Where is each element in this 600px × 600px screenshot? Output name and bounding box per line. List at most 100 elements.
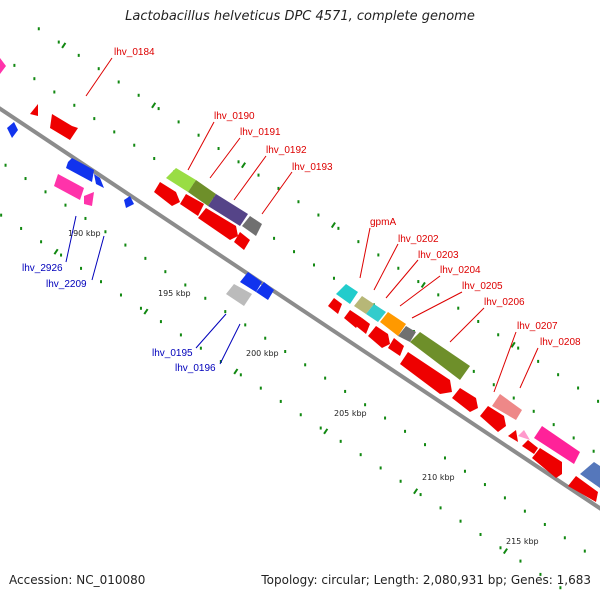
guide-dot (297, 200, 300, 204)
feature-group-forward (166, 168, 600, 488)
guide-dot (359, 453, 362, 457)
guide-dot (139, 306, 142, 310)
cds-arrow-12[interactable] (480, 406, 506, 432)
major-tick (151, 102, 157, 109)
cds-arrow-4[interactable] (234, 232, 250, 250)
guide-dot (259, 386, 262, 390)
gene-label-lhv-0191[interactable]: lhv_0191 (240, 127, 281, 138)
feature-pink-2926[interactable] (54, 174, 84, 200)
feature-lhv-0205-block[interactable] (398, 326, 416, 342)
feature-blue-cluster-1[interactable] (66, 158, 94, 182)
cds-arrow-8[interactable] (368, 326, 390, 348)
guide-dot (119, 293, 122, 297)
guide-dot (572, 436, 575, 440)
gene-label-lhv-0203[interactable]: lhv_0203 (418, 250, 459, 261)
feature-lhv-0202[interactable] (354, 296, 374, 314)
tick-label-190: 190 kbp (68, 229, 101, 238)
guide-dot (477, 319, 480, 323)
guide-dot (419, 493, 422, 497)
guide-dot (104, 230, 107, 234)
gene-label-lhv-0207[interactable]: lhv_0207 (517, 321, 558, 332)
guide-dot (137, 93, 140, 97)
major-tick (143, 308, 149, 315)
feature-lhv-0207[interactable] (492, 394, 522, 420)
cds-arrow-15[interactable] (532, 448, 562, 478)
gene-label-lhv-0193[interactable]: lhv_0193 (292, 162, 333, 173)
feature-pink-small[interactable] (518, 430, 530, 440)
cds-arrow-6[interactable] (344, 310, 362, 328)
guide-dot (199, 346, 202, 350)
guide-dot (377, 253, 380, 257)
guide-dot (293, 250, 296, 254)
feature-red-small[interactable] (30, 104, 38, 116)
feature-lhv-0206[interactable] (410, 332, 470, 380)
cds-arrow-13[interactable] (508, 430, 518, 442)
cds-arrow-14[interactable] (522, 440, 538, 454)
tick-label-200: 200 kbp (246, 349, 279, 358)
gene-label-lhv-2209[interactable]: lhv_2209 (46, 279, 87, 290)
guide-dot (80, 266, 83, 270)
cds-arrow-2[interactable] (180, 194, 204, 216)
gene-label-lhv-0205[interactable]: lhv_0205 (462, 281, 503, 292)
cds-arrow-7[interactable] (356, 318, 370, 334)
guide-dot (497, 333, 500, 337)
tick-label-210: 210 kbp (422, 473, 455, 482)
guide-dot (117, 80, 120, 84)
feature-lhv-0192[interactable] (208, 194, 248, 226)
feature-lhv-0195-grey[interactable] (226, 284, 252, 306)
cds-arrow-3[interactable] (198, 208, 238, 240)
guide-dot (224, 310, 227, 314)
feature-blue-small-2[interactable] (124, 196, 134, 208)
gene-label-lhv-0192[interactable]: lhv_0192 (266, 145, 307, 156)
guide-dot (279, 399, 282, 403)
guide-dot (313, 263, 316, 267)
feature-lhv-0195-blue[interactable] (240, 272, 262, 292)
gene-label-lhv-0190[interactable]: lhv_0190 (214, 111, 255, 122)
gene-label-lhv-0208[interactable]: lhv_0208 (540, 337, 581, 348)
cds-arrow-10[interactable] (400, 352, 452, 394)
guide-dot (264, 336, 267, 340)
gene-label-gpmA[interactable]: gpmA (370, 217, 396, 228)
feature-pink-edge[interactable] (0, 58, 6, 74)
feature-blue-cluster-2[interactable] (94, 174, 104, 188)
feature-lhv-0191[interactable] (188, 180, 216, 206)
guide-dot (543, 522, 546, 526)
guide-dot (384, 416, 387, 420)
cds-arrow-1[interactable] (154, 182, 180, 206)
gene-label-lhv-0195[interactable]: lhv_0195 (152, 348, 193, 359)
guide-dot (532, 409, 535, 413)
major-tick (53, 248, 59, 255)
guide-dot (492, 383, 495, 387)
feature-lhv-0193[interactable] (242, 216, 262, 236)
feature-gpmA[interactable] (336, 284, 358, 304)
guide-dot (204, 296, 207, 300)
guide-dot (439, 506, 442, 510)
gene-label-lhv-0204[interactable]: lhv_0204 (440, 265, 481, 276)
guide-dot (144, 256, 147, 260)
guide-dot (337, 226, 340, 230)
feature-steel-edge[interactable] (580, 462, 600, 488)
guide-dot (44, 190, 47, 194)
feature-lhv-0208[interactable] (534, 426, 580, 464)
cds-arrow-5[interactable] (328, 298, 342, 314)
gene-label-lhv-0206[interactable]: lhv_0206 (484, 297, 525, 308)
feature-lhv-0196[interactable] (256, 282, 274, 300)
gene-label-lhv-0184[interactable]: lhv_0184 (114, 47, 155, 58)
feature-pink-2209[interactable] (84, 192, 94, 206)
guide-dot (164, 270, 167, 274)
feature-lhv-0190[interactable] (166, 168, 196, 192)
feature-red-0184[interactable] (50, 114, 78, 140)
gene-label-lhv-0202[interactable]: lhv_0202 (398, 234, 439, 245)
guide-dot (217, 147, 220, 151)
cds-arrow-11[interactable] (452, 388, 478, 412)
feature-blue-small[interactable] (7, 122, 18, 138)
cds-arrow-9[interactable] (388, 338, 404, 356)
guide-dot (33, 77, 36, 81)
gene-label-lhv-2926[interactable]: lhv_2926 (22, 263, 63, 274)
guide-dot (424, 443, 427, 447)
cds-arrow-16[interactable] (568, 476, 598, 502)
guide-dot (40, 240, 43, 244)
gene-label-lhv-0196[interactable]: lhv_0196 (175, 363, 216, 374)
feature-lhv-0204[interactable] (380, 312, 406, 336)
feature-lhv-0203[interactable] (366, 304, 386, 322)
